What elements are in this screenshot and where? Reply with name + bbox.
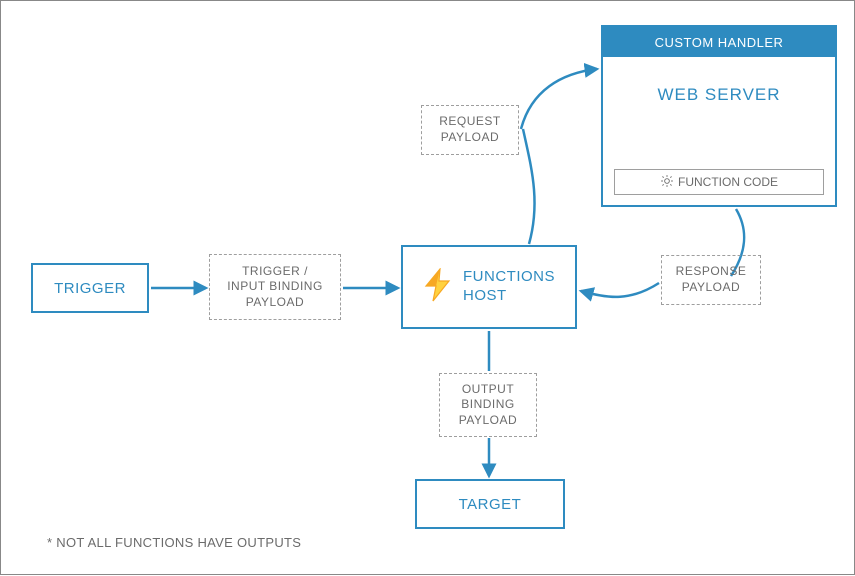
node-trigger: TRIGGER	[31, 263, 149, 313]
footnote: * NOT ALL FUNCTIONS HAVE OUTPUTS	[47, 535, 301, 550]
node-response-payload: RESPONSE PAYLOAD	[661, 255, 761, 305]
function-code-label: FUNCTION CODE	[678, 175, 778, 189]
response-payload-label: RESPONSE PAYLOAD	[676, 264, 747, 295]
function-code-box: FUNCTION CODE	[614, 169, 824, 195]
edge-host-to-request	[523, 129, 535, 244]
diagram-canvas: TRIGGER TRIGGER / INPUT BINDING PAYLOAD …	[0, 0, 855, 575]
gear-icon	[660, 174, 674, 191]
custom-handler-body: WEB SERVER FUNCTION CODE	[603, 57, 835, 205]
trigger-label: TRIGGER	[54, 280, 126, 297]
node-custom-handler: CUSTOM HANDLER WEB SERVER FUNCTION CODE	[601, 25, 837, 207]
edge-request-to-handler	[521, 69, 597, 129]
web-server-label: WEB SERVER	[657, 85, 780, 105]
custom-handler-header: CUSTOM HANDLER	[603, 27, 835, 57]
node-request-payload: REQUEST PAYLOAD	[421, 105, 519, 155]
custom-handler-header-label: CUSTOM HANDLER	[655, 35, 784, 50]
request-payload-label: REQUEST PAYLOAD	[439, 114, 501, 145]
footnote-text: * NOT ALL FUNCTIONS HAVE OUTPUTS	[47, 535, 301, 550]
node-target: TARGET	[415, 479, 565, 529]
functions-host-label: FUNCTIONS HOST	[463, 268, 555, 306]
node-trigger-payload: TRIGGER / INPUT BINDING PAYLOAD	[209, 254, 341, 320]
output-payload-label: OUTPUT BINDING PAYLOAD	[459, 382, 517, 429]
lightning-bolt-icon	[423, 268, 453, 306]
node-output-payload: OUTPUT BINDING PAYLOAD	[439, 373, 537, 437]
trigger-payload-label: TRIGGER / INPUT BINDING PAYLOAD	[227, 264, 323, 311]
target-label: TARGET	[459, 496, 522, 513]
node-functions-host: FUNCTIONS HOST	[401, 245, 577, 329]
edge-response-to-host	[581, 283, 659, 297]
